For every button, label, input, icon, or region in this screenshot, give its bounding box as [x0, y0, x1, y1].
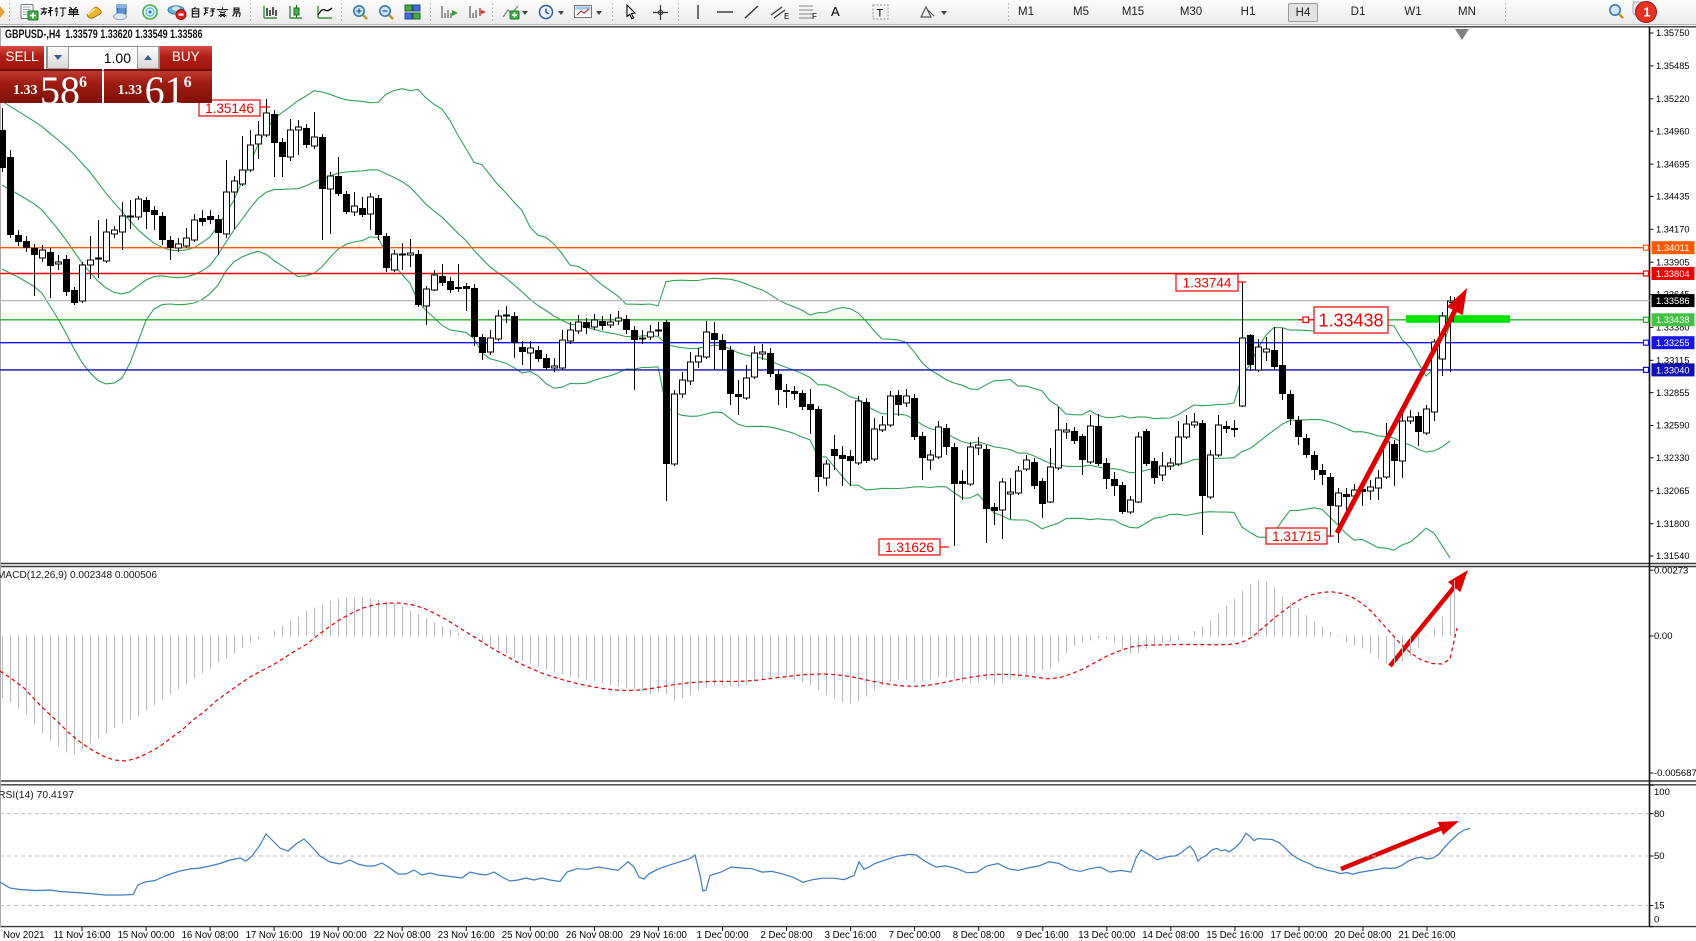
svg-text:1 Dec 00:00: 1 Dec 00:00 — [697, 930, 750, 941]
svg-text:1.33438: 1.33438 — [1318, 310, 1383, 330]
svg-text:3 Dec 16:00: 3 Dec 16:00 — [825, 930, 878, 941]
svg-text:14 Dec 08:00: 14 Dec 08:00 — [1142, 930, 1200, 941]
svg-text:80: 80 — [1654, 809, 1665, 820]
svg-text:20 Dec 08:00: 20 Dec 08:00 — [1335, 930, 1393, 941]
svg-text:29 Nov 16:00: 29 Nov 16:00 — [630, 930, 688, 941]
svg-text:0.00: 0.00 — [1654, 631, 1673, 642]
svg-text:1.33115: 1.33115 — [1656, 356, 1690, 367]
svg-text:1.31626: 1.31626 — [885, 540, 934, 555]
svg-text:9 Dec 16:00: 9 Dec 16:00 — [1017, 930, 1070, 941]
svg-text:50: 50 — [1654, 851, 1665, 862]
svg-text:1.33255: 1.33255 — [1656, 338, 1690, 349]
svg-text:E: E — [784, 12, 789, 20]
svg-text:1.33040: 1.33040 — [1656, 365, 1690, 376]
svg-text:1.35750: 1.35750 — [1656, 28, 1690, 39]
svg-text:19 Nov 00:00: 19 Nov 00:00 — [310, 930, 368, 941]
svg-text:1.34960: 1.34960 — [1656, 126, 1690, 137]
svg-text:1.31540: 1.31540 — [1656, 551, 1690, 562]
svg-text:Nov 2021: Nov 2021 — [3, 930, 44, 941]
svg-text:2 Dec 08:00: 2 Dec 08:00 — [761, 930, 814, 941]
svg-text:11 Nov 16:00: 11 Nov 16:00 — [54, 930, 112, 941]
svg-text:T: T — [877, 8, 884, 20]
svg-text:1.32855: 1.32855 — [1656, 388, 1690, 399]
svg-text:1.34170: 1.34170 — [1656, 225, 1690, 236]
svg-text:26 Nov 08:00: 26 Nov 08:00 — [566, 930, 624, 941]
svg-text:1.32065: 1.32065 — [1656, 486, 1690, 497]
svg-text:1.35220: 1.35220 — [1656, 94, 1690, 105]
svg-text:15 Nov 00:00: 15 Nov 00:00 — [118, 930, 176, 941]
svg-text:100: 100 — [1654, 787, 1670, 798]
svg-text:13 Dec 00:00: 13 Dec 00:00 — [1078, 930, 1136, 941]
svg-text:1.35146: 1.35146 — [205, 101, 254, 116]
svg-text:1.32330: 1.32330 — [1656, 453, 1690, 464]
svg-text:-0.005687: -0.005687 — [1654, 768, 1696, 779]
svg-text:16 Nov 08:00: 16 Nov 08:00 — [182, 930, 240, 941]
svg-text:21 Dec 16:00: 21 Dec 16:00 — [1399, 930, 1457, 941]
svg-text:1.33744: 1.33744 — [1183, 275, 1232, 290]
svg-text:1.34435: 1.34435 — [1656, 192, 1690, 203]
svg-text:0: 0 — [1654, 915, 1659, 926]
svg-text:22 Nov 08:00: 22 Nov 08:00 — [374, 930, 432, 941]
svg-text:15 Dec 16:00: 15 Dec 16:00 — [1206, 930, 1264, 941]
svg-text:0.00273: 0.00273 — [1654, 565, 1688, 576]
svg-text:1.33380: 1.33380 — [1656, 323, 1690, 334]
svg-text:1.33586: 1.33586 — [1656, 296, 1690, 307]
svg-text:23 Nov 16:00: 23 Nov 16:00 — [438, 930, 496, 941]
svg-text:1.35485: 1.35485 — [1656, 61, 1690, 72]
svg-text:RSI(14) 70.4197: RSI(14) 70.4197 — [0, 790, 74, 801]
svg-text:1.31800: 1.31800 — [1656, 519, 1690, 530]
svg-text:17 Nov 16:00: 17 Nov 16:00 — [246, 930, 304, 941]
svg-text:1.33804: 1.33804 — [1656, 269, 1690, 280]
svg-text:8 Dec 08:00: 8 Dec 08:00 — [953, 930, 1006, 941]
svg-text:15: 15 — [1654, 901, 1665, 912]
svg-text:1.33438: 1.33438 — [1656, 315, 1690, 326]
svg-text:1: 1 — [1643, 5, 1650, 20]
svg-text:1.34695: 1.34695 — [1656, 159, 1690, 170]
svg-text:1.33905: 1.33905 — [1656, 257, 1690, 268]
svg-text:F: F — [812, 12, 817, 20]
svg-text:25 Nov 00:00: 25 Nov 00:00 — [502, 930, 560, 941]
svg-text:MACD(12,26,9) 0.002348 0.00050: MACD(12,26,9) 0.002348 0.000506 — [0, 570, 157, 581]
svg-text:1.34011: 1.34011 — [1656, 243, 1690, 254]
svg-text:7 Dec 00:00: 7 Dec 00:00 — [889, 930, 942, 941]
svg-text:1.32590: 1.32590 — [1656, 421, 1690, 432]
svg-text:1.31715: 1.31715 — [1272, 529, 1321, 544]
svg-text:17 Dec 00:00: 17 Dec 00:00 — [1271, 930, 1329, 941]
